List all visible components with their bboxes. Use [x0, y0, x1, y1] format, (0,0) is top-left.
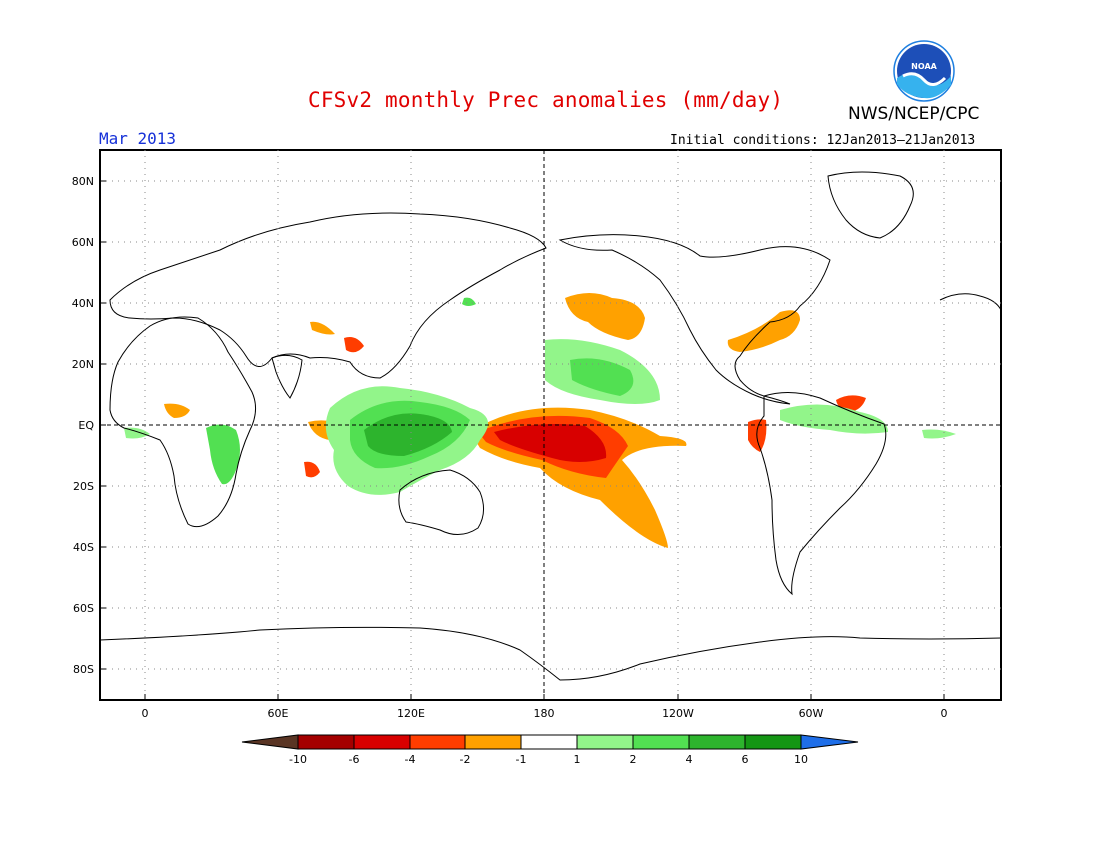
agency-label: NWS/NCEP/CPC	[848, 104, 980, 124]
anomaly-dry-bengal2	[310, 321, 335, 335]
lat-label: 40N	[72, 297, 94, 310]
south-america-outline	[756, 392, 887, 596]
india-outline	[271, 354, 303, 399]
greenland-outline	[827, 171, 914, 239]
lat-label: 20S	[73, 480, 94, 493]
lon-label: 60E	[268, 707, 289, 720]
colorbar-arrow-wet	[800, 734, 859, 750]
anomaly-wet-africa2	[124, 427, 150, 439]
colorbar-arrow-dry	[241, 734, 299, 750]
anomaly-wet-atl	[922, 429, 956, 439]
lat-label: 20N	[72, 358, 94, 371]
greenwich-east-outline	[939, 293, 1002, 311]
colorbar-label: -2	[460, 753, 471, 766]
anomaly-dry-npac	[565, 293, 645, 340]
anomaly-shading	[124, 293, 956, 548]
colorbar-segment	[409, 734, 466, 750]
australia-outline	[398, 469, 484, 535]
colorbar-label: 10	[794, 753, 808, 766]
anomaly-wet-strong	[364, 413, 452, 456]
lat-label: 40S	[73, 541, 94, 554]
initial-conditions: Initial conditions: 12Jan2013–21Jan2013	[670, 133, 976, 148]
colorbar-labels: -10 -6 -4 -2 -1 1 2 4 6 10	[289, 753, 808, 766]
anomaly-dry-bengal	[344, 337, 364, 353]
colorbar-label: 2	[630, 753, 637, 766]
lat-label: 60S	[73, 602, 94, 615]
colorbar-segment	[353, 734, 411, 750]
antarctica-outline	[99, 626, 1002, 681]
lat-label: 80S	[73, 663, 94, 676]
africa-outline	[109, 316, 256, 528]
colorbar-label: 4	[686, 753, 693, 766]
colorbar	[241, 734, 859, 750]
lon-label: 180	[534, 707, 555, 720]
colorbar-segment	[297, 734, 355, 750]
lon-label: 0	[941, 707, 948, 720]
colorbar-segment	[688, 734, 746, 750]
colorbar-label: -10	[289, 753, 307, 766]
colorbar-label: -4	[405, 753, 416, 766]
noaa-logo-icon: NOAA	[893, 40, 955, 102]
lon-label: 60W	[799, 707, 824, 720]
europe-asia-outline	[109, 212, 547, 379]
lon-label: 120W	[662, 707, 694, 720]
forecast-period: Mar 2013	[99, 129, 177, 148]
anomaly-wet-cpac-mid	[570, 358, 634, 396]
colorbar-label: 6	[742, 753, 749, 766]
anomaly-dry-strong	[494, 424, 607, 462]
anomaly-dry-africa-w	[164, 403, 190, 418]
gridlines	[100, 150, 1001, 700]
logo-text: NOAA	[911, 62, 937, 71]
colorbar-segment	[520, 734, 578, 750]
anomaly-wet-africa	[206, 424, 240, 485]
anomaly-dry-io2	[304, 461, 320, 478]
north-america-outline	[558, 234, 831, 405]
lon-label: 0	[142, 707, 149, 720]
colorbar-label: -6	[349, 753, 360, 766]
lat-label: 80N	[72, 175, 94, 188]
colorbar-label: 1	[574, 753, 581, 766]
tick-marks	[100, 180, 945, 700]
anomaly-wet-samer	[780, 404, 888, 434]
anomaly-wet-npac	[462, 297, 476, 306]
colorbar-segment	[744, 734, 802, 750]
lon-label: 120E	[397, 707, 425, 720]
coastlines	[99, 171, 1002, 681]
map-title: CFSv2 monthly Prec anomalies (mm/day)	[308, 88, 784, 112]
anomaly-dry-atl	[727, 310, 800, 352]
colorbar-segment	[464, 734, 522, 750]
colorbar-label: -1	[516, 753, 527, 766]
colorbar-segment	[632, 734, 690, 750]
colorbar-segment	[576, 734, 634, 750]
lat-label: EQ	[78, 419, 94, 432]
lat-label: 60N	[72, 236, 94, 249]
